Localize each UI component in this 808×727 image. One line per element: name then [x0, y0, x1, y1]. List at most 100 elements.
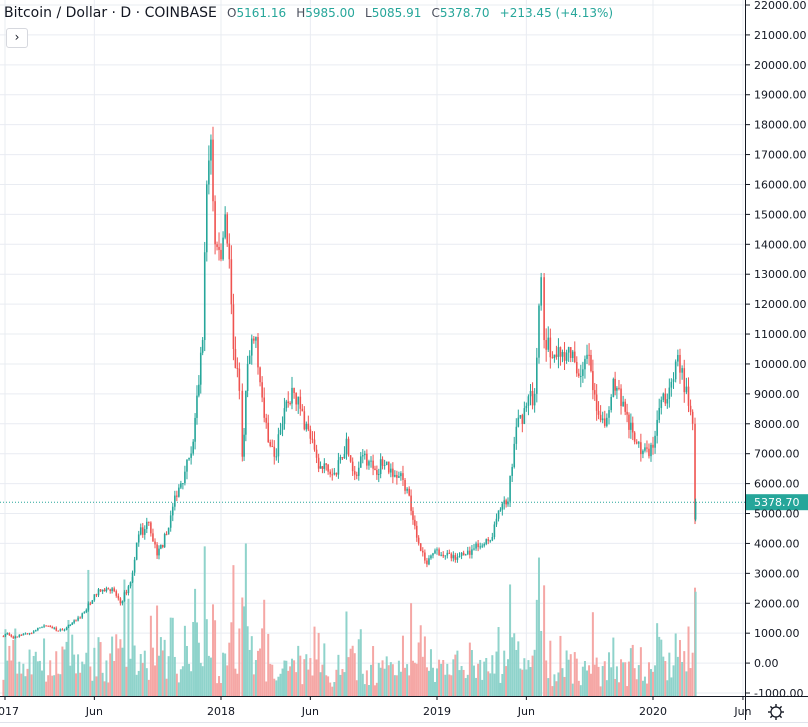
candle-body	[646, 447, 648, 449]
volume-bar	[652, 671, 654, 696]
candle-body	[547, 337, 550, 350]
symbol-title[interactable]: Bitcoin / Dollar · D · COINBASE	[4, 5, 217, 21]
volume-bar	[660, 639, 663, 696]
candle-body	[222, 237, 224, 260]
candle-body	[652, 444, 654, 448]
price-tick-label: 8000.00	[754, 418, 800, 431]
volume-bar	[2, 679, 5, 696]
candle-body	[383, 464, 386, 466]
volume-bar	[16, 673, 19, 696]
volume-bar	[666, 680, 669, 696]
candle-body	[606, 417, 608, 426]
candle-body	[493, 524, 496, 538]
chevron-right-icon: ›	[14, 30, 20, 44]
volume-bar	[452, 659, 455, 696]
candle-body	[57, 630, 60, 632]
candle-body	[77, 617, 79, 621]
volume-bar	[446, 663, 449, 696]
volume-bar	[345, 611, 348, 696]
volume-bar	[111, 636, 114, 696]
volume-bar	[377, 662, 380, 696]
volume-bar	[588, 665, 591, 696]
volume-bar	[137, 670, 140, 696]
candle-body	[63, 629, 66, 631]
volume-bar	[24, 676, 27, 696]
candle-body	[549, 337, 552, 358]
volume-bar	[125, 666, 128, 696]
volume-bar	[252, 674, 255, 696]
candle-body	[406, 488, 408, 491]
candle-body	[400, 473, 402, 477]
candle-body	[592, 371, 594, 391]
candle-body	[430, 555, 432, 559]
volume-bar	[359, 629, 362, 696]
volume-bar	[232, 565, 235, 696]
volume-bar	[77, 654, 80, 696]
time-tick-label: 2020	[639, 705, 667, 718]
candle-body	[85, 609, 88, 613]
gear-icon[interactable]	[768, 704, 784, 720]
candle-body	[656, 419, 658, 436]
candle-body	[279, 429, 282, 435]
candle-body	[436, 549, 438, 551]
volume-bar	[513, 633, 516, 696]
volume-bar	[431, 667, 434, 696]
price-tick-label: 9000.00	[754, 388, 800, 401]
volume-bar	[631, 644, 634, 696]
time-axis[interactable]: 2017 Jun 2018 Jun 2019 Jun 2020 Jun	[0, 696, 752, 718]
volume-bar	[8, 645, 11, 696]
candle-body	[93, 594, 96, 601]
candle-body	[372, 460, 374, 469]
candle-body	[545, 340, 547, 350]
candle-body	[644, 447, 646, 451]
candle-body	[569, 347, 572, 358]
volume-bar	[683, 651, 686, 696]
volume-bar	[218, 676, 221, 696]
candle-body	[593, 390, 596, 395]
volume-bar	[549, 640, 552, 696]
candle-body	[635, 441, 638, 444]
candle-body	[462, 552, 465, 556]
price-axis[interactable]: 22000.00 21000.00 20000.00 19000.00 18000.00…	[745, 0, 807, 700]
candle-body	[523, 408, 526, 424]
volume-bar	[341, 669, 344, 696]
volume-bar	[61, 646, 64, 696]
volume-bar	[271, 664, 274, 696]
volume-bar	[450, 675, 453, 696]
volume-bar	[612, 637, 615, 696]
candle-body	[495, 518, 498, 525]
volume-bar	[315, 659, 318, 696]
volume-bar	[468, 642, 471, 696]
volume-bar	[123, 579, 126, 696]
legend-toggle-button[interactable]: ›	[6, 28, 28, 48]
volume-bar	[89, 666, 92, 696]
volume-bar	[238, 628, 241, 696]
candle-body	[519, 415, 522, 418]
candle-body	[232, 304, 235, 349]
candle-body	[199, 352, 202, 385]
volume-bar	[535, 599, 538, 696]
volume-bar	[325, 675, 328, 696]
candle-body	[616, 387, 618, 391]
volume-bar	[649, 669, 652, 696]
volume-bar	[351, 645, 354, 696]
volume-bar	[93, 647, 96, 696]
volume-bar	[267, 633, 270, 696]
candle-body	[309, 429, 312, 439]
candle-body	[527, 396, 530, 406]
candle-body	[408, 488, 410, 496]
time-tick-label: Jun	[301, 705, 319, 718]
volume-bar	[379, 667, 382, 696]
price-tick-label: 18000.00	[754, 119, 807, 132]
candle-body	[489, 540, 492, 542]
volume-bar	[501, 673, 504, 696]
volume-bar	[73, 654, 76, 696]
candle-body	[689, 405, 692, 412]
candle-body	[203, 252, 206, 341]
candle-body	[145, 521, 148, 530]
volume-bar	[26, 668, 29, 696]
time-tick-label: Jun	[517, 705, 535, 718]
volume-bar	[49, 660, 52, 696]
